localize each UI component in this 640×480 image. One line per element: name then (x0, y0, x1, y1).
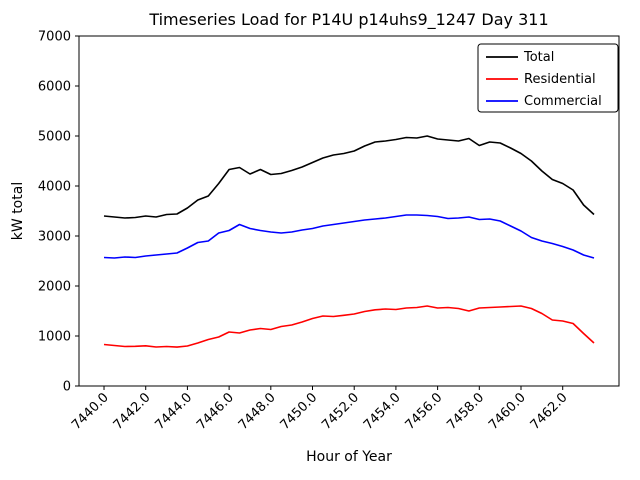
x-axis-label: Hour of Year (306, 449, 392, 465)
y-tick-label: 0 (63, 380, 71, 395)
legend-box (477, 43, 619, 113)
y-tick-label: 2000 (38, 280, 71, 295)
y-axis-ticks: 0 1000 2000 3000 4000 5000 6000 7000 (38, 30, 79, 395)
series-line-residential (103, 305, 595, 348)
y-axis-label: kW total (10, 182, 26, 240)
legend-entry-total: Total (486, 50, 554, 65)
legend-label-commercial: Commercial (524, 94, 602, 109)
x-tick-label: 7444.0 (152, 390, 195, 433)
y-tick-label: 7000 (38, 30, 71, 45)
series-line-commercial (103, 214, 595, 259)
x-tick-label: 7440.0 (69, 390, 112, 433)
x-tick-label: 7448.0 (236, 390, 279, 433)
y-tick-label: 3000 (38, 230, 71, 245)
y-tick-label: 5000 (38, 130, 71, 145)
legend-entry-residential: Residential (486, 72, 596, 87)
x-tick-label: 7454.0 (361, 390, 404, 433)
x-tick-label: 7456.0 (403, 390, 446, 433)
x-axis-ticks: 7440.07442.07444.07446.07448.07450.07452… (69, 386, 571, 433)
x-tick-label: 7458.0 (444, 390, 487, 433)
chart-title: Timeseries Load for P14U p14uhs9_1247 Da… (148, 10, 548, 30)
x-tick-label: 7452.0 (319, 390, 362, 433)
y-tick-label: 4000 (38, 180, 71, 195)
x-tick-label: 7462.0 (528, 390, 571, 433)
x-tick-label: 7460.0 (486, 390, 529, 433)
legend: Total Residential Commercial (477, 43, 619, 113)
series-lines (103, 135, 595, 348)
x-tick-label: 7446.0 (194, 390, 237, 433)
x-tick-label: 7450.0 (278, 390, 321, 433)
legend-label-total: Total (523, 50, 554, 65)
legend-entry-commercial: Commercial (486, 94, 602, 109)
y-tick-label: 6000 (38, 80, 71, 95)
series-line-total (103, 135, 595, 219)
x-tick-label: 7442.0 (111, 390, 154, 433)
plot-area-frame (78, 35, 620, 387)
y-tick-label: 1000 (38, 330, 71, 345)
legend-label-residential: Residential (524, 72, 596, 87)
